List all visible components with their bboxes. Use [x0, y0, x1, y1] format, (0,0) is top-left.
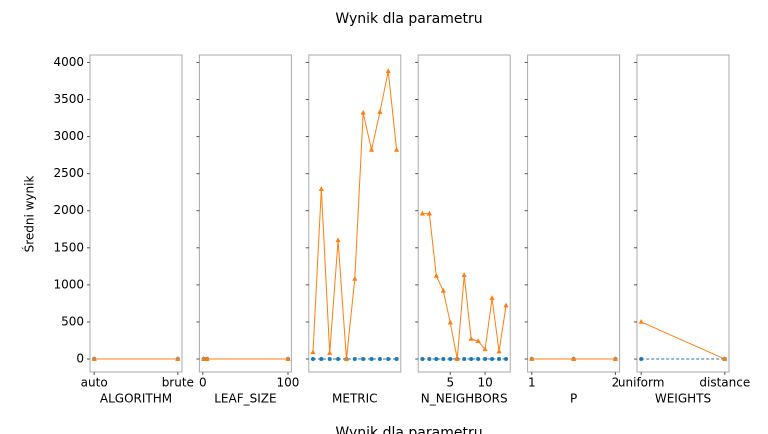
point — [468, 336, 474, 341]
point — [319, 357, 324, 362]
point — [612, 356, 619, 361]
axes-frame — [527, 54, 621, 373]
point — [352, 275, 358, 281]
point — [462, 357, 467, 362]
x-tick-label: 0 — [199, 376, 207, 390]
point — [496, 348, 502, 354]
point — [361, 357, 366, 362]
point — [440, 287, 446, 293]
point — [335, 237, 341, 243]
point — [419, 210, 425, 216]
point — [434, 357, 439, 362]
point — [352, 357, 357, 362]
y-tick-label: 3500 — [53, 92, 84, 106]
point — [426, 210, 432, 216]
point — [490, 357, 495, 362]
axes-frame — [308, 54, 402, 373]
point — [433, 272, 439, 278]
point — [420, 357, 425, 362]
axes-frame — [636, 54, 730, 373]
point — [327, 350, 333, 355]
point — [503, 302, 509, 308]
point — [441, 357, 446, 362]
point — [394, 146, 400, 152]
point — [639, 357, 644, 362]
x-axis-label: METRIC — [332, 392, 378, 406]
x-tick-label: distance — [699, 376, 750, 390]
point — [448, 357, 453, 362]
x-tick-label: 10 — [477, 376, 492, 390]
point — [529, 356, 535, 361]
point — [482, 346, 488, 352]
x-tick-label: 1 — [528, 376, 536, 390]
y-tick-label: 2500 — [53, 166, 84, 180]
point — [571, 356, 577, 361]
point — [504, 357, 509, 362]
x-axis-label: P — [570, 392, 577, 406]
x-axis-label: LEAF_SIZE — [214, 392, 276, 406]
point — [336, 357, 341, 362]
axes-frame — [198, 54, 292, 373]
y-tick-label: 0 — [76, 352, 84, 366]
point — [475, 338, 481, 344]
point — [204, 356, 210, 361]
point — [310, 349, 316, 355]
point — [343, 356, 350, 361]
point — [427, 357, 432, 362]
x-axis-label: WEIGHTS — [655, 392, 711, 406]
point — [469, 357, 474, 362]
point — [175, 356, 181, 361]
point — [91, 356, 97, 361]
axes-frame — [417, 54, 511, 373]
point — [489, 295, 495, 301]
point — [360, 109, 366, 115]
series-line — [640, 321, 726, 360]
point — [377, 357, 382, 362]
x-tick-label: uniform — [618, 376, 665, 390]
x-tick-label: 2 — [612, 376, 620, 390]
point — [483, 357, 488, 362]
point — [310, 357, 315, 362]
point — [201, 356, 207, 361]
y-tick-label: 3000 — [53, 129, 84, 143]
point — [386, 357, 391, 362]
point — [368, 146, 375, 152]
point — [476, 357, 481, 362]
point — [638, 318, 644, 324]
chart-title: Wynik dla parametru — [335, 11, 482, 27]
point — [327, 357, 332, 362]
y-tick-label: 2000 — [53, 203, 84, 217]
point — [722, 356, 728, 361]
point — [377, 109, 383, 114]
caption: Wynik dla parametru — [335, 425, 482, 434]
point — [394, 357, 399, 362]
x-tick-label: 5 — [446, 376, 454, 390]
y-tick-label: 1500 — [53, 240, 84, 254]
point — [318, 186, 324, 192]
y-tick-label: 500 — [61, 314, 84, 328]
x-tick-label: brute — [162, 376, 194, 390]
point — [454, 356, 460, 361]
point — [447, 319, 453, 325]
point — [385, 68, 391, 74]
x-axis-label: N_NEIGHBORS — [421, 392, 508, 406]
series-line — [422, 213, 507, 360]
point — [369, 357, 374, 362]
y-tick-label: 1000 — [53, 277, 84, 291]
axes-frame — [89, 54, 183, 373]
point — [497, 357, 502, 362]
x-tick-label: auto — [81, 376, 108, 390]
point — [285, 356, 291, 361]
series-line — [312, 71, 398, 360]
x-axis-label: ALGORITHM — [100, 392, 172, 406]
y-tick-label: 4000 — [53, 55, 84, 69]
point — [461, 272, 467, 278]
x-tick-label: 100 — [277, 376, 300, 390]
y-axis-label: Średni wynik — [22, 176, 37, 253]
